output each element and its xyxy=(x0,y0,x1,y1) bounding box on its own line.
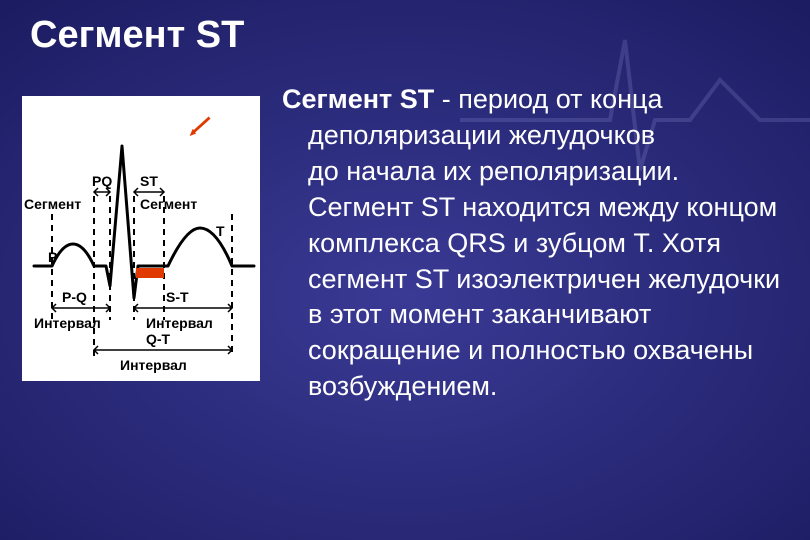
label-st: ST xyxy=(140,173,158,189)
label-p: P xyxy=(48,249,57,265)
ecg-diagram: PQ Сегмент ST Сегмент P T P-Q Интервал xyxy=(22,96,260,381)
body-line1: - период от конца xyxy=(434,84,662,114)
label-t: T xyxy=(216,223,225,239)
slide-title: Сегмент ST xyxy=(30,14,244,57)
body-bold: Сегмент ST xyxy=(282,84,434,114)
st-highlight-marker xyxy=(136,268,164,278)
label-interval-1: Интервал xyxy=(34,315,101,331)
body-rest: деполяризации желудочков до начала их ре… xyxy=(282,118,790,405)
label-seg-left: Сегмент xyxy=(24,196,81,212)
label-pq: PQ xyxy=(92,173,112,189)
label-interval-2: Интервал xyxy=(146,315,213,331)
label-interval-3: Интервал xyxy=(120,357,187,373)
label-seg-right: Сегмент xyxy=(140,196,197,212)
label-qt-interval: Q-T xyxy=(146,331,171,347)
label-st-interval: S-T xyxy=(166,289,189,305)
label-pq-interval: P-Q xyxy=(62,289,87,305)
body-text: Сегмент ST - период от конца деполяризац… xyxy=(282,82,790,405)
